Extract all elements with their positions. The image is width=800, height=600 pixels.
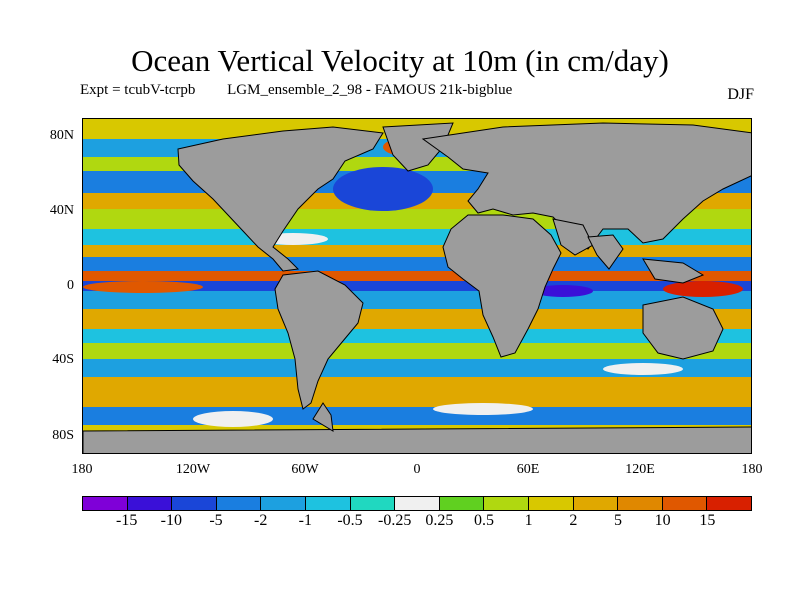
- lat-label-80n: 80N: [49, 128, 74, 143]
- lon-label-120e: 120E: [625, 462, 655, 477]
- colorbar-tick-label: 2: [569, 512, 578, 529]
- colorbar-tick-label: -2: [253, 512, 268, 529]
- colorbar-tick-label: 10: [654, 512, 671, 529]
- map-panel: [82, 118, 752, 454]
- ensemble-label: LGM_ensemble_2_98 - FAMOUS 21k-bigblue: [227, 82, 513, 98]
- colorbar-swatch: [395, 497, 440, 510]
- land-masses: [83, 122, 751, 453]
- colorbar-swatch: [305, 497, 351, 510]
- colorbar-tick-label: -5: [209, 512, 223, 529]
- lon-label-0: 0: [413, 462, 421, 477]
- subtitle: Expt = tcubV-tcrpb LGM_ensemble_2_98 - F…: [80, 82, 540, 99]
- land-india: [587, 234, 624, 270]
- colorbar-swatch: [707, 497, 751, 510]
- colorbar-tick-label: -0.5: [337, 512, 363, 529]
- experiment-label: Expt = tcubV-tcrpb: [80, 82, 196, 98]
- colorbar-tick-label: 0.5: [474, 512, 494, 529]
- colorbar-tick-label: -0.25: [377, 512, 412, 529]
- land-arabia: [552, 218, 594, 256]
- land-antarctic-peninsula: [312, 402, 334, 432]
- land-greenland: [382, 122, 454, 172]
- colorbar-swatch: [127, 497, 173, 510]
- lon-label-60w: 60W: [291, 462, 319, 477]
- season-label: DJF: [727, 86, 754, 103]
- lon-label-120w: 120W: [175, 462, 211, 477]
- land-australia: [642, 296, 724, 360]
- lat-label-40s: 40S: [52, 352, 74, 367]
- colorbar-tick-label: 15: [699, 512, 716, 529]
- colorbar-labels: -15 -10 -5 -2 -1 -0.5 -0.25 0.25 0.5 1 2 5 10 15: [82, 512, 752, 534]
- page-title: Ocean Vertical Velocity at 10m (in cm/da…: [131, 43, 669, 78]
- colorbar-swatch: [216, 497, 262, 510]
- lon-label-180e: 180: [741, 462, 763, 477]
- colorbar-swatch: [484, 497, 529, 510]
- land-north-america: [177, 126, 384, 272]
- colorbar-tick-label: 5: [614, 512, 622, 529]
- land-south-america: [274, 270, 364, 410]
- colorbar-swatch: [573, 497, 619, 510]
- lat-label-80s: 80S: [52, 428, 74, 443]
- colorbar-swatch: [261, 497, 306, 510]
- lon-label-180w: 180: [71, 462, 93, 477]
- land-indonesia: [642, 258, 705, 284]
- colorbar-swatch: [618, 497, 663, 510]
- colorbar-tick-label: -1: [298, 512, 312, 529]
- colorbar: [82, 496, 752, 511]
- colorbar-swatch: [172, 497, 217, 510]
- lat-label-40n: 40N: [49, 203, 74, 218]
- colorbar-swatch: [528, 497, 574, 510]
- colorbar-swatch: [350, 497, 396, 510]
- colorbar-tick-label: -15: [115, 512, 138, 529]
- map-svg: [83, 119, 751, 453]
- colorbar-swatch: [662, 497, 708, 510]
- colorbar-swatch: [83, 497, 128, 510]
- colorbar-tick-label: 1: [524, 512, 533, 529]
- colorbar-swatch: [439, 497, 485, 510]
- lat-label-0: 0: [67, 278, 74, 293]
- lon-label-60e: 60E: [516, 462, 540, 477]
- colorbar-tick-label: 0.25: [425, 512, 454, 529]
- land-antarctica: [83, 426, 751, 453]
- colorbar-tick-label: -10: [160, 512, 182, 529]
- land-africa: [442, 214, 562, 358]
